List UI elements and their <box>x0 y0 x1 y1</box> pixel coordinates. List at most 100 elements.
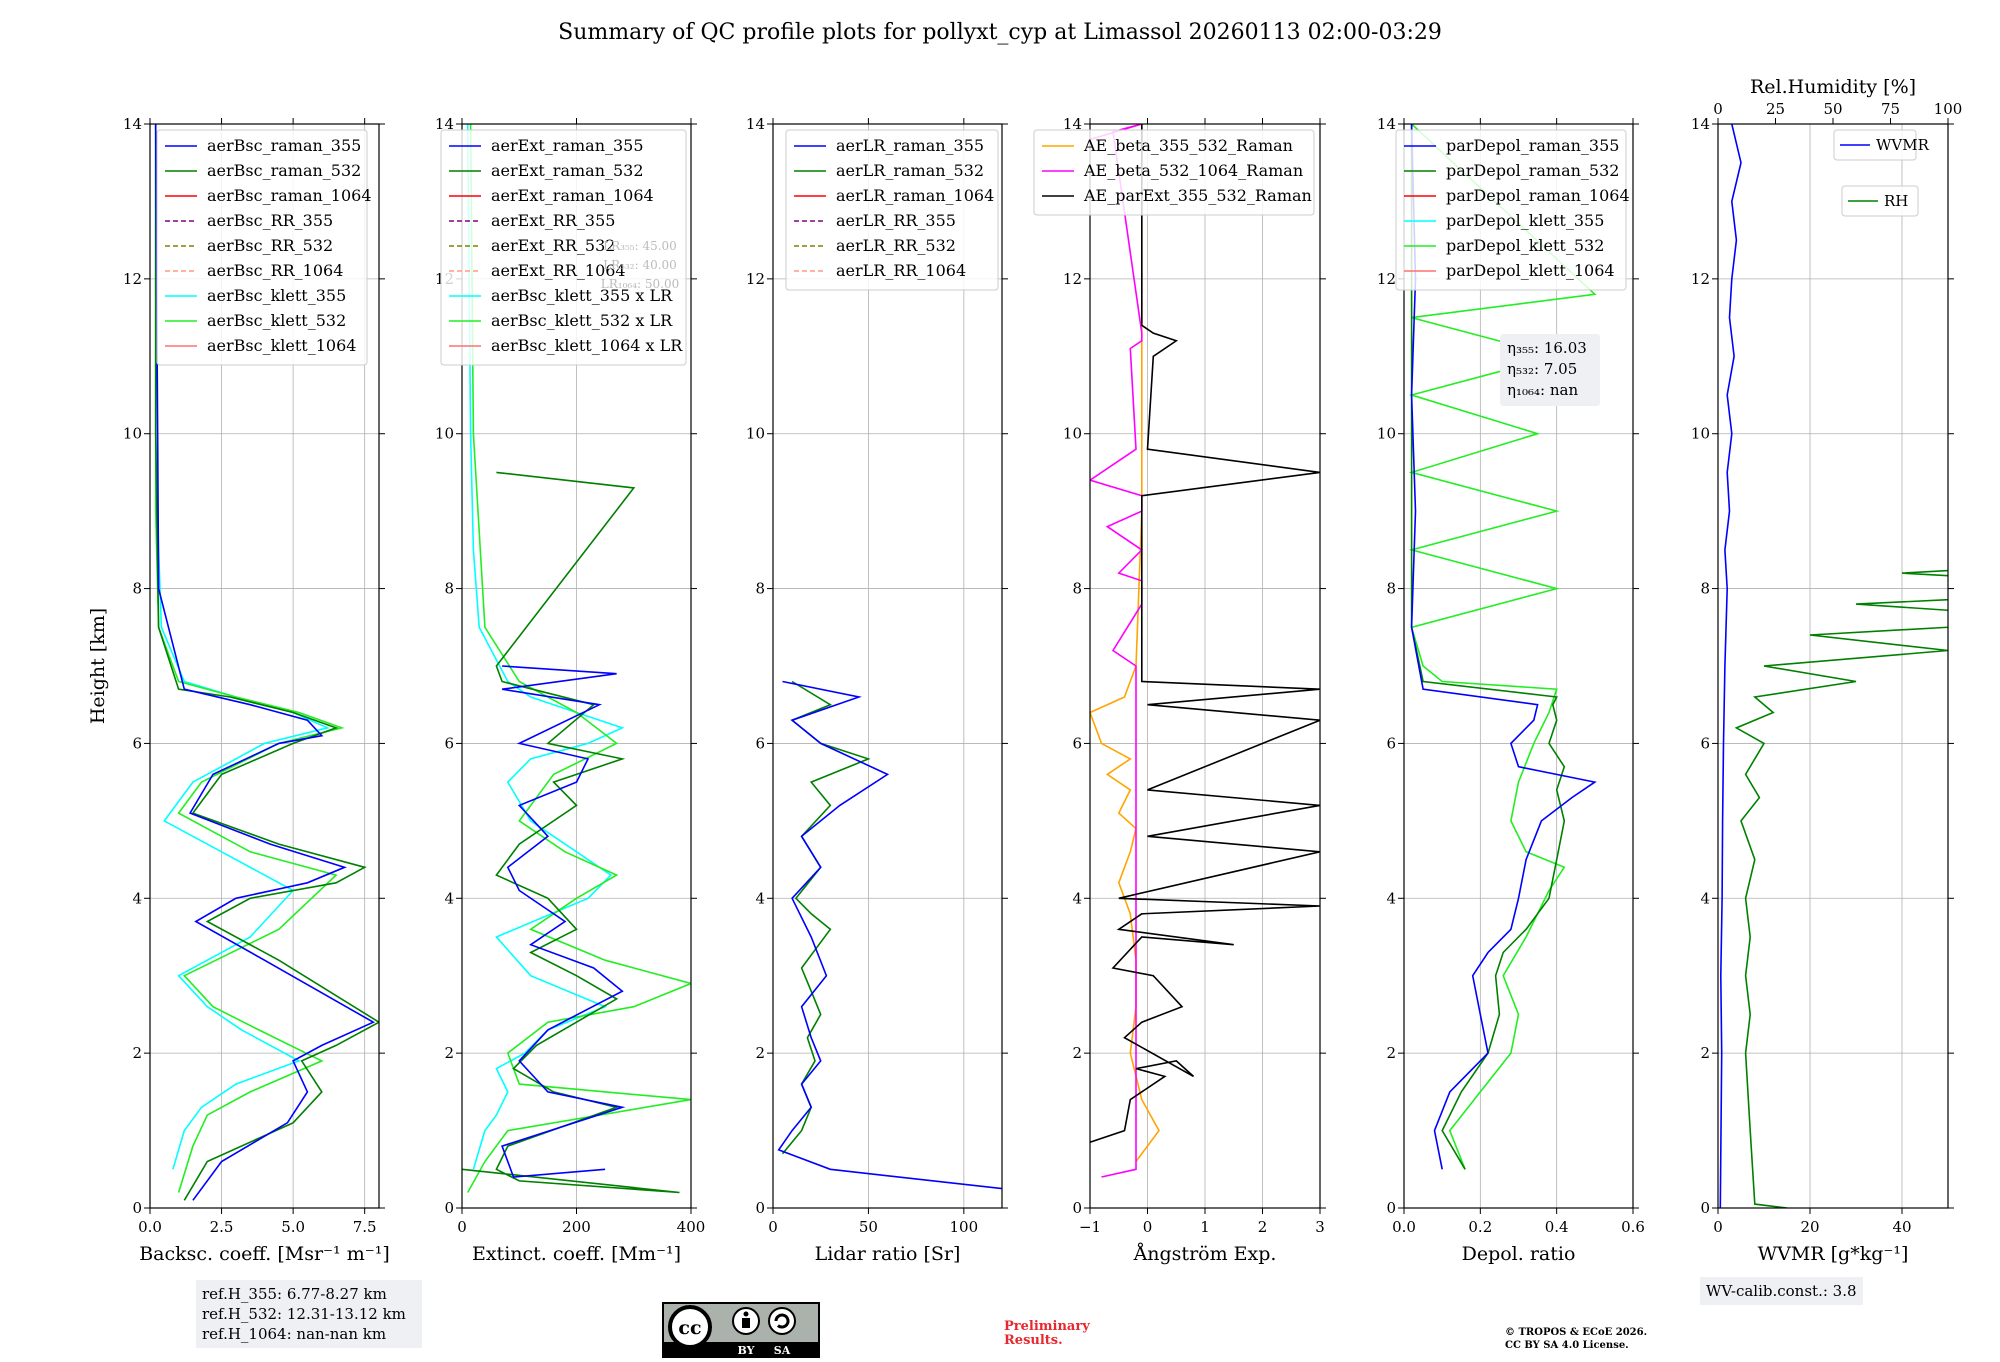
y-tick-label: 6 <box>444 734 454 752</box>
y-tick-label: 2 <box>755 1044 765 1062</box>
legend-label: aerBsc_RR_532 <box>207 236 333 255</box>
y-tick-label: 10 <box>1691 425 1710 443</box>
y-tick-label: 6 <box>1386 734 1396 752</box>
x-tick-label: 7.5 <box>353 1218 377 1236</box>
legend-label: parDepol_raman_1064 <box>1446 186 1630 205</box>
x-tick-label: 0.6 <box>1621 1218 1645 1236</box>
legend-box <box>156 129 368 366</box>
series-aerExt_raman_532 <box>462 471 680 1194</box>
y-tick-label: 8 <box>1386 580 1396 598</box>
series-aerLR_raman_532 <box>781 680 871 1155</box>
top-x-axis-label: Rel.Humidity [%] <box>1750 76 1916 98</box>
ref-height-1064: ref.H_1064: nan-nan km <box>202 1325 387 1343</box>
x-tick-label: 1 <box>1200 1218 1210 1236</box>
eta-box <box>1500 334 1600 406</box>
y-tick-label: 4 <box>132 889 142 907</box>
preliminary-line-2: Results. <box>1004 1333 1063 1348</box>
panel-lr: 0 2 4 6 8 10 12 14 0 50 100 Lidar ratio [Sr] aerLR_r… <box>746 115 1008 1265</box>
series-group <box>777 680 1002 1190</box>
x-tick-label: 200 <box>562 1218 591 1236</box>
x-tick-label: 0.4 <box>1545 1218 1569 1236</box>
lr-annotation: LR₅₃₂: 40.00 <box>603 258 677 272</box>
cc-sa-label: SA <box>774 1344 791 1357</box>
ref-height-355: ref.H_355: 6.77-8.27 km <box>202 1285 387 1303</box>
y-tick-label: 8 <box>1700 580 1710 598</box>
x-tick-label: 0 <box>1143 1218 1153 1236</box>
legend-label: RH <box>1884 192 1908 210</box>
x-tick-label: 20 <box>1800 1218 1819 1236</box>
legend-label: aerBsc_klett_532 <box>207 311 346 330</box>
y-tick-label: 10 <box>435 425 454 443</box>
legend-label: aerBsc_raman_355 <box>207 136 361 155</box>
series-group <box>1719 124 1948 1208</box>
legend-label: parDepol_klett_532 <box>1446 236 1604 255</box>
series-aerLR_raman_355 <box>777 680 1002 1190</box>
copyright-line-1: © TROPOS & ECoE 2026. <box>1505 1327 1648 1338</box>
y-tick-label: 4 <box>1386 889 1396 907</box>
legend-label: aerLR_raman_355 <box>836 136 984 155</box>
legend-label: parDepol_raman_532 <box>1446 161 1619 180</box>
legend-label: aerLR_RR_532 <box>836 236 956 255</box>
eta-annotation: η₃₅₅: 16.03 <box>1507 339 1587 357</box>
plot-frame <box>772 123 1003 1209</box>
ref-height-532: ref.H_532: 12.31-13.12 km <box>202 1305 406 1323</box>
y-tick-label: 8 <box>1072 580 1082 598</box>
lr-annotation: LR₃₅₅: 45.00 <box>603 239 677 253</box>
sa-icon <box>768 1307 796 1335</box>
y-tick-label: 6 <box>132 734 142 752</box>
x-axis-label: Backsc. coeff. [Msr⁻¹ m⁻¹] <box>139 1243 390 1265</box>
eta-annotation: η₅₃₂: 7.05 <box>1507 360 1577 378</box>
y-tick-label: 14 <box>746 115 765 133</box>
x-tick-label: 0.0 <box>1392 1218 1416 1236</box>
y-tick-label: 10 <box>1377 425 1396 443</box>
y-tick-label: 10 <box>746 425 765 443</box>
y-tick-label: 14 <box>435 115 454 133</box>
y-tick-label: 0 <box>132 1199 142 1217</box>
y-tick-label: 12 <box>1377 270 1396 288</box>
copyright-line-2: CC BY SA 4.0 License. <box>1505 1340 1629 1351</box>
y-tick-label: 12 <box>1063 270 1082 288</box>
y-tick-label: 0 <box>1072 1199 1082 1217</box>
y-tick-label: 8 <box>444 580 454 598</box>
x-axis-label: Lidar ratio [Sr] <box>815 1243 961 1265</box>
series-parDepol_klett_532 <box>1408 124 1597 1170</box>
series-aerBsc_klett_532 <box>154 124 345 1193</box>
plot-frame <box>1403 123 1634 1209</box>
preliminary-line-1: Preliminary <box>1004 1319 1090 1334</box>
legend-label: WVMR <box>1876 136 1930 154</box>
legend-box <box>1841 185 1919 217</box>
series-group <box>462 124 691 1194</box>
y-tick-label: 4 <box>755 889 765 907</box>
legend-label: aerExt_raman_532 <box>491 161 644 180</box>
series-group <box>154 124 379 1201</box>
cc-icon: cc <box>678 1317 701 1339</box>
y-tick-label: 0 <box>1700 1199 1710 1217</box>
y-tick-label: 14 <box>123 115 142 133</box>
series-parDepol_raman_355 <box>1410 124 1597 1170</box>
eta-annotation: η₁₀₆₄: nan <box>1507 381 1578 399</box>
series-aerBsc_klett_355 <box>154 124 330 1170</box>
legend-box <box>785 129 999 291</box>
legend-label: aerExt_raman_355 <box>491 136 644 155</box>
series-RH <box>1734 471 1948 1208</box>
plot-frame <box>149 123 380 1209</box>
x-tick-label: 50 <box>859 1218 878 1236</box>
panel-ext: 024681012140200400Extinct. coeff. [Mm⁻¹]… <box>435 115 705 1265</box>
cc-by-sa-badge: cc BY SA <box>662 1302 820 1362</box>
top-x-tick-label: 25 <box>1766 100 1785 118</box>
x-axis-label: Ångström Exp. <box>1133 1243 1277 1265</box>
x-tick-label: 2 <box>1258 1218 1268 1236</box>
x-tick-label: 100 <box>950 1218 979 1236</box>
legend-label: aerLR_RR_1064 <box>836 261 966 280</box>
legend-label: parDepol_klett_1064 <box>1446 261 1615 280</box>
legend-label: aerExt_raman_1064 <box>491 186 654 205</box>
x-axis-label: WVMR [g*kg⁻¹] <box>1758 1243 1909 1265</box>
legend-label: AE_beta_355_532_Raman <box>1083 136 1293 155</box>
x-axis-label: Extinct. coeff. [Mm⁻¹] <box>472 1243 681 1265</box>
top-x-tick-label: 0 <box>1713 100 1723 118</box>
x-tick-label: 3 <box>1315 1218 1325 1236</box>
legend-label: aerBsc_raman_1064 <box>207 186 372 205</box>
